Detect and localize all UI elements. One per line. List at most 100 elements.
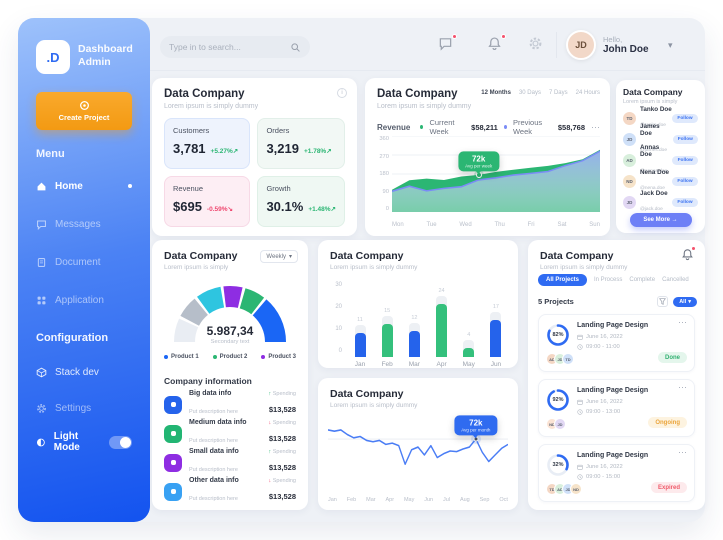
sidebar-item-label: Messages: [55, 218, 101, 230]
filter-icon: [659, 298, 667, 305]
search-input[interactable]: [169, 42, 290, 52]
sidebar-item-label: Stack dev: [55, 366, 99, 378]
card-bell-button[interactable]: [681, 246, 696, 262]
tab-in-process[interactable]: In Process: [594, 277, 623, 283]
light-mode-toggle[interactable]: [108, 435, 133, 449]
tab-30-days[interactable]: 30 Days: [518, 90, 541, 96]
avatar: AD: [623, 154, 636, 167]
status-badge: Expired: [650, 482, 687, 493]
dots-menu-icon[interactable]: ⋯: [678, 447, 687, 457]
trend-arrow-icon: ↗: [326, 148, 332, 155]
card-subtitle: Lorem ipsum is simply dummy: [540, 264, 628, 271]
tooltip-value: 72k: [469, 418, 483, 428]
legend-value-previous: $58,768: [557, 122, 585, 132]
period-dropdown[interactable]: Weekly ▾: [260, 250, 298, 263]
spending-value: $13,528: [268, 404, 296, 414]
stat-value: 3,219: [266, 141, 299, 156]
sidebar-item-stack-dev[interactable]: Stack dev: [36, 362, 132, 382]
follow-button[interactable]: Follow: [672, 135, 698, 144]
area-chart: 360 270 180 90 0 72k Avg per week: [375, 136, 600, 212]
sidebar-item-home[interactable]: Home: [36, 176, 132, 196]
stat-label: Customers: [173, 126, 210, 135]
card-subtitle: Lorem ipsum is simply: [623, 99, 678, 105]
company-info-list: Big data info Put description here ↑ Spen…: [152, 390, 308, 506]
all-filter-dropdown[interactable]: All ▾: [673, 296, 697, 307]
project-name: Landing Page Design: [577, 452, 649, 459]
project-item[interactable]: 82% Landing Page Design ⋯ June 16, 2022 …: [538, 314, 695, 372]
avatar: JD: [623, 196, 636, 209]
user-list: TD Tanko Doe @tanko.doe Follow JD James …: [616, 106, 705, 213]
trend-arrow-icon: ↘: [227, 206, 233, 213]
notification-dot: [452, 34, 457, 39]
info-title: Big data info: [189, 390, 232, 398]
bell-notification-button[interactable]: [487, 34, 506, 54]
legend-item: Product 1: [164, 354, 199, 360]
greeting-text: Hello,: [603, 35, 623, 44]
status-badge: Done: [658, 352, 687, 363]
project-item[interactable]: 92% Landing Page Design ⋯ June 16, 2022 …: [538, 379, 695, 437]
project-item[interactable]: 32% Landing Page Design ⋯ June 16, 2022 …: [538, 444, 695, 502]
legend-dot: [164, 355, 168, 359]
active-dot: [128, 184, 132, 188]
data-category-icon: [164, 482, 182, 501]
dots-menu-icon[interactable]: ⋯: [591, 121, 600, 132]
info-icon[interactable]: i: [337, 88, 347, 98]
calendar-icon: [577, 399, 583, 405]
progress-percent: 32%: [552, 462, 564, 468]
gauge-legend: Product 1 Product 2 Product 3: [164, 354, 296, 360]
chart-tooltip: 72k Avg per month: [454, 415, 498, 436]
gauge-svg: [173, 285, 286, 342]
gear-icon: [529, 37, 542, 50]
sidebar-item-document[interactable]: Document: [36, 252, 132, 272]
stat-value: 3,781: [173, 141, 206, 156]
sidebar-item-application[interactable]: Application: [36, 290, 132, 310]
sidebar-item-light-mode: Light Mode: [36, 431, 133, 453]
user-name: John Doe: [603, 44, 649, 55]
dots-menu-icon[interactable]: ⋯: [678, 382, 687, 392]
create-project-button[interactable]: Create Project: [36, 92, 132, 130]
card-title: Data Company: [540, 250, 614, 262]
arrow-up-icon: ↑: [268, 390, 272, 397]
stat-label: Growth: [266, 184, 291, 193]
chat-notification-button[interactable]: [438, 34, 457, 54]
user-avatar[interactable]: JD: [566, 30, 596, 60]
legend-dot: [212, 355, 217, 359]
follow-button[interactable]: Follow: [672, 177, 698, 186]
tab-7-days[interactable]: 7 Days: [548, 90, 568, 96]
arrow-up-icon: ↑: [268, 448, 272, 455]
spending-value: $13,528: [268, 433, 296, 443]
follow-button[interactable]: Follow: [672, 156, 698, 165]
sidebar-item-label: Application: [55, 294, 104, 306]
user-handle: @annas.doe: [640, 168, 668, 174]
chevron-down-icon[interactable]: ▾: [668, 40, 673, 50]
filter-button[interactable]: [657, 296, 669, 307]
legend-item: Product 2: [212, 354, 247, 360]
user-handle: @james.doe: [640, 147, 668, 153]
sidebar-item-settings[interactable]: Settings: [36, 398, 132, 418]
follow-button[interactable]: Follow: [672, 198, 698, 207]
tab-all-projects[interactable]: All Projects: [538, 274, 588, 286]
metric-row: ↓ Spending: [268, 419, 296, 426]
notification-dot: [501, 34, 506, 39]
tab-12-months[interactable]: 12 Months: [481, 90, 511, 96]
arrow-down-icon: ↓: [268, 477, 272, 484]
menu-heading: Menu: [36, 148, 65, 160]
card-subtitle: Lorem ipsum is simply dummy: [164, 103, 259, 110]
status-badge: Ongoing: [648, 417, 687, 428]
followers-card: Data Company Lorem ipsum is simply TD Ta…: [616, 80, 705, 233]
data-category-icon: [164, 424, 182, 443]
see-more-button[interactable]: See More →: [629, 213, 692, 227]
dots-menu-icon[interactable]: ⋯: [678, 317, 687, 327]
project-name: Landing Page Design: [577, 387, 649, 394]
sidebar-item-messages[interactable]: Messages: [36, 214, 132, 234]
home-icon: [37, 182, 46, 190]
follow-button[interactable]: Follow: [672, 114, 698, 123]
sidebar-item-label: Home: [55, 180, 83, 192]
card-title: Data Company: [330, 250, 404, 262]
settings-button[interactable]: [528, 36, 546, 54]
search-icon[interactable]: [290, 42, 301, 53]
gauge-center: 5.987,34 Secondary text: [152, 324, 308, 345]
tab-24-hours[interactable]: 24 Hours: [575, 90, 600, 96]
tab-complete[interactable]: Complete: [629, 277, 656, 283]
tab-cancelled[interactable]: Cancelled: [662, 277, 689, 283]
